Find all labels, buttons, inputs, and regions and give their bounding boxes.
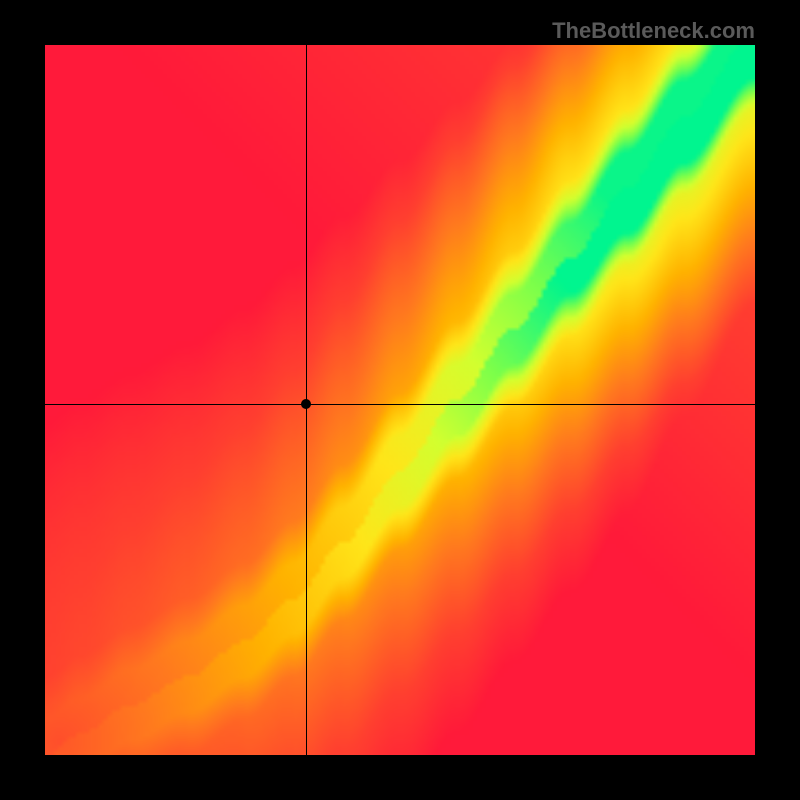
marker-dot bbox=[301, 399, 311, 409]
crosshair-horizontal bbox=[45, 404, 755, 405]
heatmap-canvas bbox=[45, 45, 755, 755]
plot-area bbox=[45, 45, 755, 755]
chart-container: TheBottleneck.com bbox=[0, 0, 800, 800]
watermark: TheBottleneck.com bbox=[552, 18, 755, 44]
